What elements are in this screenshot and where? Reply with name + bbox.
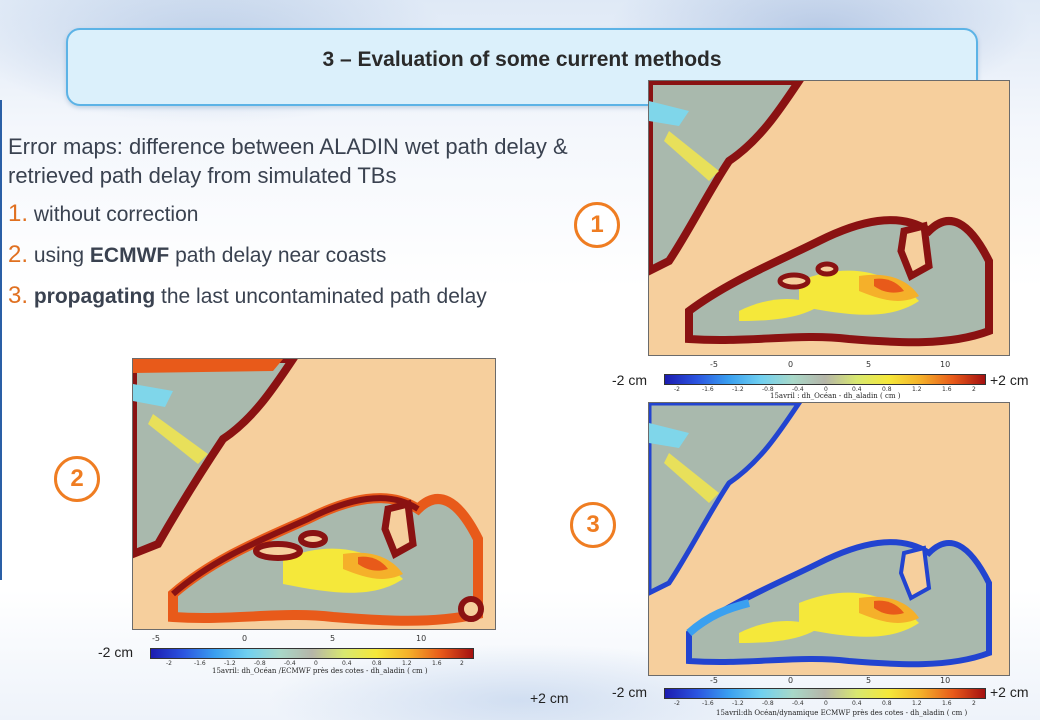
- error-map-2: 49 47 45 43 41 39 37 35: [132, 358, 496, 630]
- map-1-badge: 1: [574, 202, 620, 248]
- map-2-colorbar-ticks: -2 -1.6 -1.2 -0.8 -0.4 0 0.4 0.8 1.2 1.6…: [166, 660, 464, 667]
- map-1-caption: 15avril : dh_Océan - dh_aladin ( cm ): [770, 392, 901, 400]
- map-3-min-label: -2 cm: [612, 684, 647, 700]
- list-item: 3. propagating the last uncontaminated p…: [8, 282, 487, 309]
- list-item: 2. using ECMWF path delay near coasts: [8, 241, 387, 268]
- error-map-1: 49 47 45 43 41 39 37 35: [648, 80, 1010, 356]
- map-2-lon-ticks: -5 0 5 10: [152, 634, 427, 643]
- map-3-image: [649, 403, 1009, 675]
- slide-body: Error maps: difference between ALADIN we…: [8, 132, 628, 317]
- intro-text: Error maps: difference between ALADIN we…: [8, 134, 568, 188]
- map-3-colorbar: [664, 688, 986, 699]
- map-1-max-label: +2 cm: [990, 372, 1029, 388]
- map-2-min-label: -2 cm: [98, 644, 133, 660]
- map-3-lon-ticks: -5 0 5 10: [710, 676, 951, 685]
- map-1-image: [649, 81, 1009, 355]
- map-3-badge: 3: [570, 502, 616, 548]
- map-1-colorbar: [664, 374, 986, 385]
- error-map-3: 49 47 45 43 41 39 37 35: [648, 402, 1010, 676]
- map-2-image: [133, 359, 495, 629]
- map-1-lon-ticks: -5 0 5 10: [710, 360, 951, 369]
- map-3-max-label: +2 cm: [990, 684, 1029, 700]
- map-1-min-label: -2 cm: [612, 372, 647, 388]
- map-3-colorbar-ticks: -2 -1.6 -1.2 -0.8 -0.4 0 0.4 0.8 1.2 1.6…: [674, 700, 976, 707]
- map-1-colorbar-ticks: -2 -1.6 -1.2 -0.8 -0.4 0 0.4 0.8 1.2 1.6…: [674, 386, 976, 393]
- map-2-colorbar: [150, 648, 474, 659]
- map-2-max-label: +2 cm: [530, 690, 569, 706]
- map-2-badge: 2: [54, 456, 100, 502]
- map-2-caption: 15avril: dh_Océan /ECMWF près des cotes …: [212, 667, 428, 675]
- list-item: 1. without correction: [8, 200, 199, 227]
- slide-title: 3 – Evaluation of some current methods: [322, 48, 722, 71]
- left-accent-rule: [0, 100, 2, 580]
- map-3-caption: 15avril:dh Océan/dynamique ECMWF près de…: [716, 709, 968, 717]
